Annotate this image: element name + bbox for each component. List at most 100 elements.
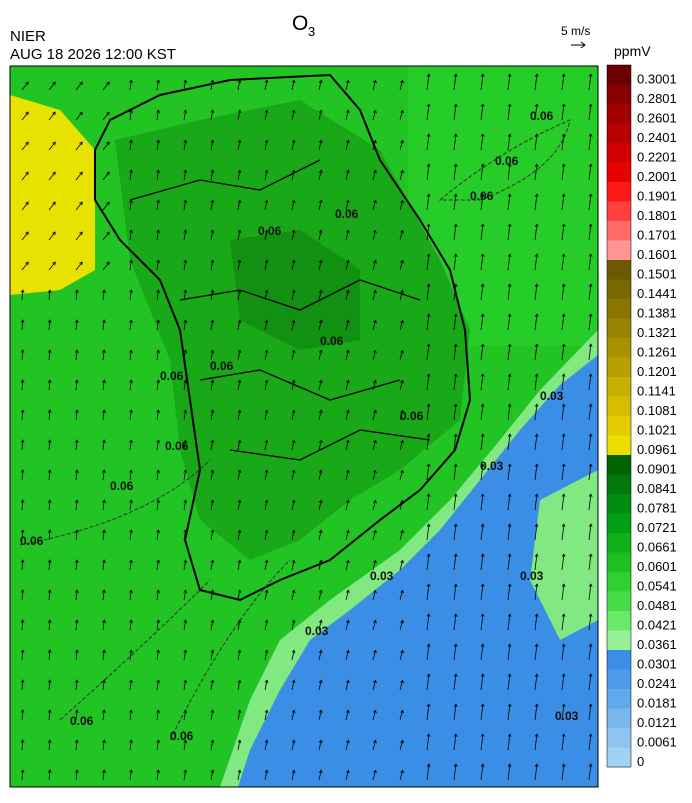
wind-arrow (588, 284, 592, 301)
wind-arrow (318, 200, 322, 211)
wind-arrowhead (264, 499, 269, 504)
contour-label: 0.06 (530, 109, 554, 123)
wind-arrowhead (210, 199, 215, 204)
wind-arrow (453, 464, 457, 481)
wind-arrow (561, 254, 565, 271)
wind-arrowhead (561, 583, 566, 588)
wind-arrow (183, 740, 187, 751)
colorbar-label: 0.0361 (637, 637, 677, 652)
wind-arrowhead (47, 739, 52, 743)
wind-arrow (75, 710, 78, 721)
wind-arrow (210, 410, 214, 421)
colorbar-label: 0.1501 (637, 267, 677, 282)
wind-arrow (372, 410, 376, 421)
wind-arrowhead (426, 73, 431, 78)
wind-arrow (129, 530, 132, 541)
wind-arrowhead (588, 313, 593, 318)
wind-arrow (156, 440, 159, 451)
wind-arrow (210, 620, 214, 631)
colorbar-label: 0.0901 (637, 462, 677, 477)
wind-arrow (372, 680, 376, 691)
wind-arrow (156, 590, 159, 601)
wind-arrow (102, 350, 105, 361)
wind-arrowhead (291, 589, 296, 594)
wind-arrowhead (102, 619, 106, 623)
wind-arrowhead (74, 709, 79, 713)
wind-arrowhead (20, 499, 25, 503)
wind-arrow (318, 680, 322, 691)
wind-arrowhead (318, 469, 323, 474)
wind-arrow (480, 584, 484, 601)
wind-arrowhead (561, 283, 566, 288)
wind-arrow (534, 464, 538, 481)
wind-arrow (237, 110, 241, 121)
wind-arrowhead (373, 109, 377, 114)
wind-arrowhead (318, 289, 323, 294)
wind-arrow (183, 470, 187, 481)
wind-arrowhead (373, 619, 377, 624)
wind-arrowhead (20, 559, 25, 563)
wind-arrowhead (346, 619, 350, 624)
wind-arrow (399, 650, 404, 661)
wind-arrowhead (183, 199, 188, 204)
wind-arrow (399, 470, 404, 481)
wind-arrow (588, 554, 592, 571)
wind-arrowhead (561, 133, 566, 138)
wind-arrowhead (20, 289, 25, 293)
colorbar-label: 0.0601 (637, 559, 677, 574)
wind-arrowhead (561, 163, 566, 168)
wind-arrow (453, 134, 457, 151)
wind-arrow (75, 141, 83, 151)
wind-arrow (21, 261, 29, 271)
wind-arrow (210, 290, 214, 301)
contour-label: 0.06 (20, 534, 44, 548)
wind-arrow (588, 344, 592, 361)
wind-arrow (129, 380, 132, 391)
wind-arrowhead (453, 703, 458, 708)
wind-arrowhead (129, 769, 133, 774)
coastline (94, 73, 472, 602)
wind-arrowhead (507, 433, 512, 438)
wind-arrowhead (400, 709, 404, 714)
wind-arrowhead (588, 583, 593, 588)
wind-arrow (534, 314, 538, 331)
wind-arrow (453, 764, 457, 781)
contour-label: 0.06 (170, 729, 194, 743)
wind-arrowhead (400, 769, 404, 774)
wind-arrow (345, 140, 349, 151)
wind-arrow (183, 230, 187, 241)
contour (438, 119, 571, 201)
wind-arrowhead (20, 739, 25, 743)
wind-arrow (75, 590, 78, 601)
wind-arrowhead (534, 193, 539, 198)
wind-arrow (48, 231, 56, 241)
wind-arrow (480, 704, 484, 721)
wind-arrow (318, 290, 322, 301)
wind-arrow (129, 110, 132, 121)
wind-arrow (480, 524, 484, 541)
wind-arrow (21, 590, 24, 601)
wind-arrow (75, 380, 78, 391)
wind-arrowhead (106, 171, 110, 176)
contour-label: 0.06 (495, 154, 519, 168)
wind-arrow (75, 320, 78, 331)
wind-arrow (588, 644, 592, 661)
wind-arrowhead (237, 619, 242, 624)
wind-arrowhead (106, 111, 110, 116)
wind-arrowhead (74, 619, 79, 623)
wind-arrow (507, 524, 511, 541)
wind-arrowhead (210, 619, 215, 624)
wind-arrowhead (400, 229, 404, 234)
wind-arrowhead (183, 559, 188, 564)
wind-arrowhead (47, 649, 52, 653)
wind-arrowhead (291, 439, 296, 444)
wind-arrowhead (453, 403, 458, 408)
wind-arrowhead (74, 469, 79, 473)
wind-arrowhead (400, 109, 404, 114)
wind-arrowhead (47, 469, 52, 473)
wind-arrow (453, 164, 457, 181)
wind-arrow (102, 710, 105, 721)
wind-arrow (156, 380, 159, 391)
wind-arrow (21, 111, 29, 121)
wind-arrowhead (291, 289, 296, 294)
